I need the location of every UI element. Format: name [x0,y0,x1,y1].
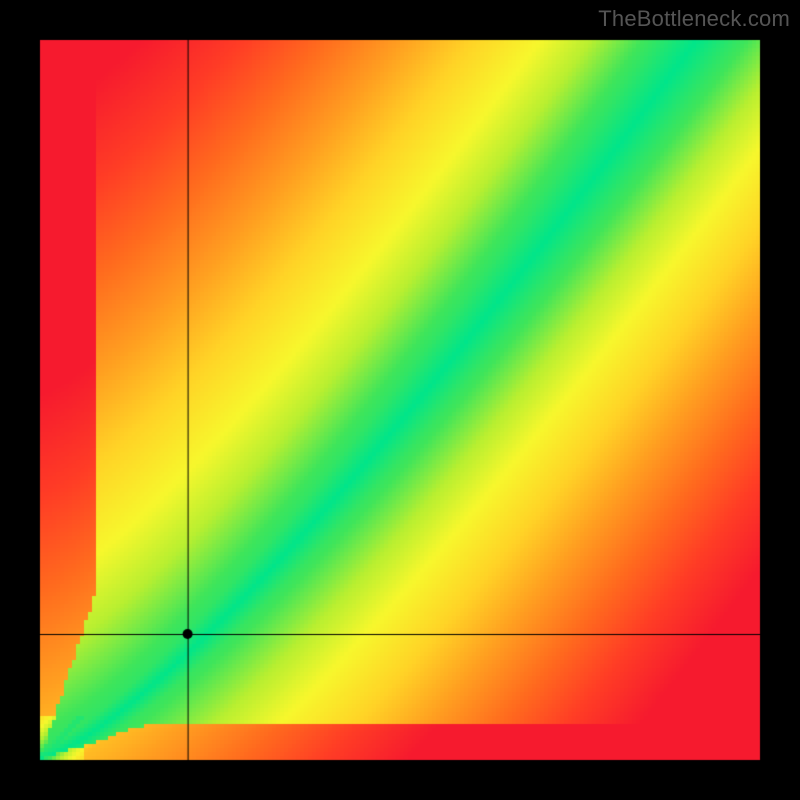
watermark-text: TheBottleneck.com [598,6,790,32]
bottleneck-heatmap [0,0,800,800]
